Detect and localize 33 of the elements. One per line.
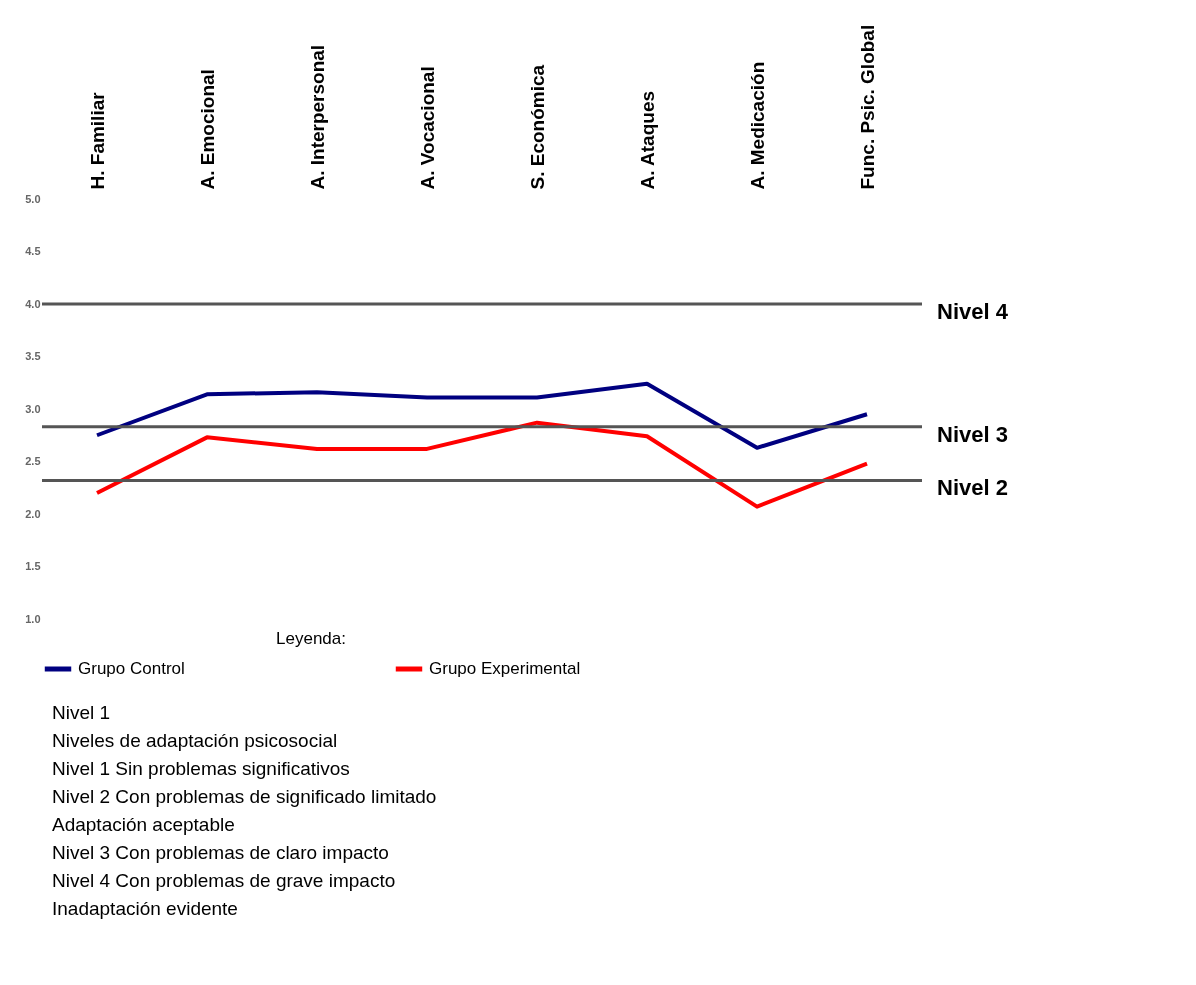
- y-tick-label: 1.0: [25, 612, 41, 625]
- y-tick-label: 1.5: [25, 560, 41, 572]
- ref-line-label: Nivel 3: [937, 421, 1008, 447]
- y-tick-label: 3.0: [25, 402, 41, 415]
- x-tick-label: A. Ataques: [636, 90, 658, 190]
- legend-title: Leyenda:: [276, 629, 346, 648]
- y-tick-label: 5.0: [25, 192, 41, 205]
- x-tick-label: A. Vocacional: [416, 66, 438, 190]
- y-tick-label: 2.0: [25, 507, 41, 520]
- x-tick-label: A. Medicación: [746, 61, 768, 190]
- y-tick-label: 3.5: [25, 350, 41, 362]
- legend-label: Grupo Control: [78, 659, 185, 678]
- y-tick-label: 4.5: [25, 245, 41, 257]
- text: Nivel 3 Con problemas de claro impacto: [52, 842, 389, 863]
- text: Niveles de adaptación psicosocial: [52, 730, 338, 751]
- x-tick-label: A. Interpersonal: [306, 44, 328, 190]
- text: Adaptación aceptable: [52, 814, 235, 835]
- x-tick-label: Func. Psic. Global: [856, 24, 878, 190]
- text: Nivel 2 Con problemas de significado limitado: [52, 786, 437, 807]
- text: Nivel 4 Con problemas de grave impacto: [52, 870, 396, 891]
- line-series: [95, 381, 869, 450]
- ref-line-label: Nivel 4: [937, 299, 1009, 324]
- legend-label: Grupo Experimental: [429, 659, 581, 678]
- x-tick-label: H. Familiar: [86, 91, 108, 190]
- text: Nivel 1: [52, 702, 111, 723]
- line-series: [95, 420, 869, 509]
- x-tick-label: A. Emocional: [196, 69, 218, 190]
- y-tick-label: 4.0: [25, 297, 41, 310]
- ref-line-label: Nivel 2: [937, 475, 1008, 501]
- y-tick-label: 2.5: [25, 455, 41, 467]
- x-tick-label: S. Económica: [526, 64, 548, 190]
- text: Inadaptación evidente: [52, 898, 238, 919]
- text: Nivel 1 Sin problemas significativos: [52, 758, 350, 779]
